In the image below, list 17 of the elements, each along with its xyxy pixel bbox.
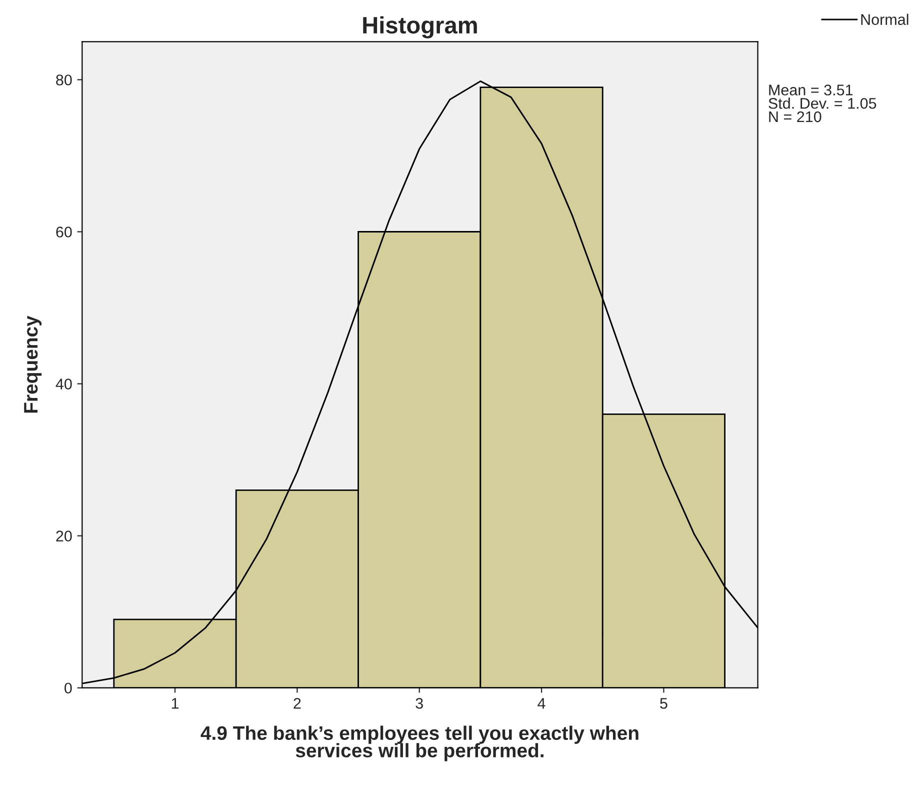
x-tick-label: 2 — [294, 698, 301, 709]
chart-title: Histogram — [363, 16, 477, 38]
x-tick-label: 5 — [660, 698, 668, 709]
y-tick-label: 40 — [56, 378, 72, 390]
y-tick-label: 20 — [56, 530, 72, 542]
text: Mean = 3.51 — [769, 84, 853, 96]
legend-label: Normal — [861, 14, 908, 25]
x-tick-label: 4 — [538, 698, 546, 709]
text: Std. Dev. = 1.05 — [768, 98, 876, 109]
y-tick-label: 0 — [64, 682, 72, 694]
x-tick-label: 1 — [172, 698, 179, 709]
x-axis-title: 4.9 The bank’s employees tell you exactly when services will be performed. — [200, 726, 638, 762]
text: N = 210 — [769, 111, 822, 122]
y-tick-label: 80 — [56, 74, 72, 86]
x-tick-label: 3 — [416, 698, 423, 709]
y-axis-title: Frequency — [24, 316, 42, 413]
y-tick-label: 60 — [56, 226, 72, 238]
